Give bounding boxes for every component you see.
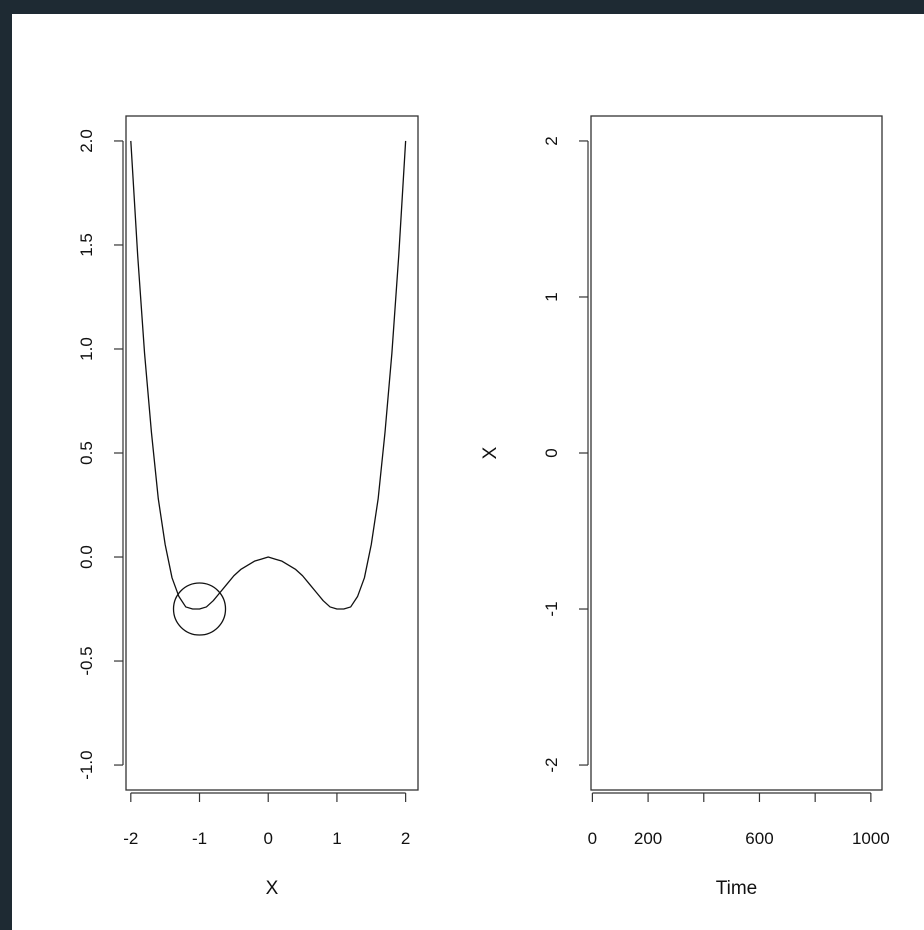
x-tick-label: -1 bbox=[192, 829, 207, 848]
x-axis-title: X bbox=[266, 878, 279, 899]
y-tick-label: 2.0 bbox=[77, 129, 96, 153]
y-tick-label: -1.0 bbox=[77, 750, 96, 779]
plot-frame bbox=[590, 115, 883, 791]
y-tick-label: 1 bbox=[542, 292, 561, 301]
chart-1: -2 -1 0 1 2 -1.0 -0.5 0.0 0.5 1.0 1.5 2.0 X bbox=[77, 115, 419, 899]
x-tick-label: 200 bbox=[634, 829, 662, 848]
y-tick-label: 0.5 bbox=[77, 441, 96, 465]
y-tick-label: 2 bbox=[542, 136, 561, 145]
y-tick-label: -1 bbox=[542, 601, 561, 616]
plot-area: -2 -1 0 1 2 -1.0 -0.5 0.0 0.5 1.0 1.5 2.0 X 0 200 600 10… bbox=[12, 14, 924, 930]
x-tick-label: 0 bbox=[263, 829, 272, 848]
series-line-1 bbox=[130, 140, 407, 610]
chart-2: 0 200 600 1000 -2 -1 0 1 2 Time X bbox=[480, 115, 890, 899]
x-tick-label: 0 bbox=[588, 829, 597, 848]
y-tick-label: -0.5 bbox=[77, 646, 96, 675]
y-tick-label: 1.5 bbox=[77, 233, 96, 257]
ball-marker bbox=[172, 582, 227, 636]
x-axis-title: Time bbox=[716, 878, 758, 899]
x-tick-label: -2 bbox=[123, 829, 138, 848]
x-tick-label: 1000 bbox=[852, 829, 890, 848]
x-tick-label: 2 bbox=[401, 829, 410, 848]
y-tick-label: 0.0 bbox=[77, 545, 96, 569]
y-tick-label: -2 bbox=[542, 757, 561, 772]
y-axis-title: X bbox=[480, 446, 501, 459]
x-tick-label: 1 bbox=[332, 829, 341, 848]
y-tick-label: 0 bbox=[542, 448, 561, 457]
plot-svg: -2 -1 0 1 2-1.0-0.50.00.51.01.52.0X0 200 600 10… bbox=[77, 115, 890, 899]
x-tick-label: 600 bbox=[745, 829, 773, 848]
plot-frame bbox=[125, 115, 419, 791]
y-tick-label: 1.0 bbox=[77, 337, 96, 361]
